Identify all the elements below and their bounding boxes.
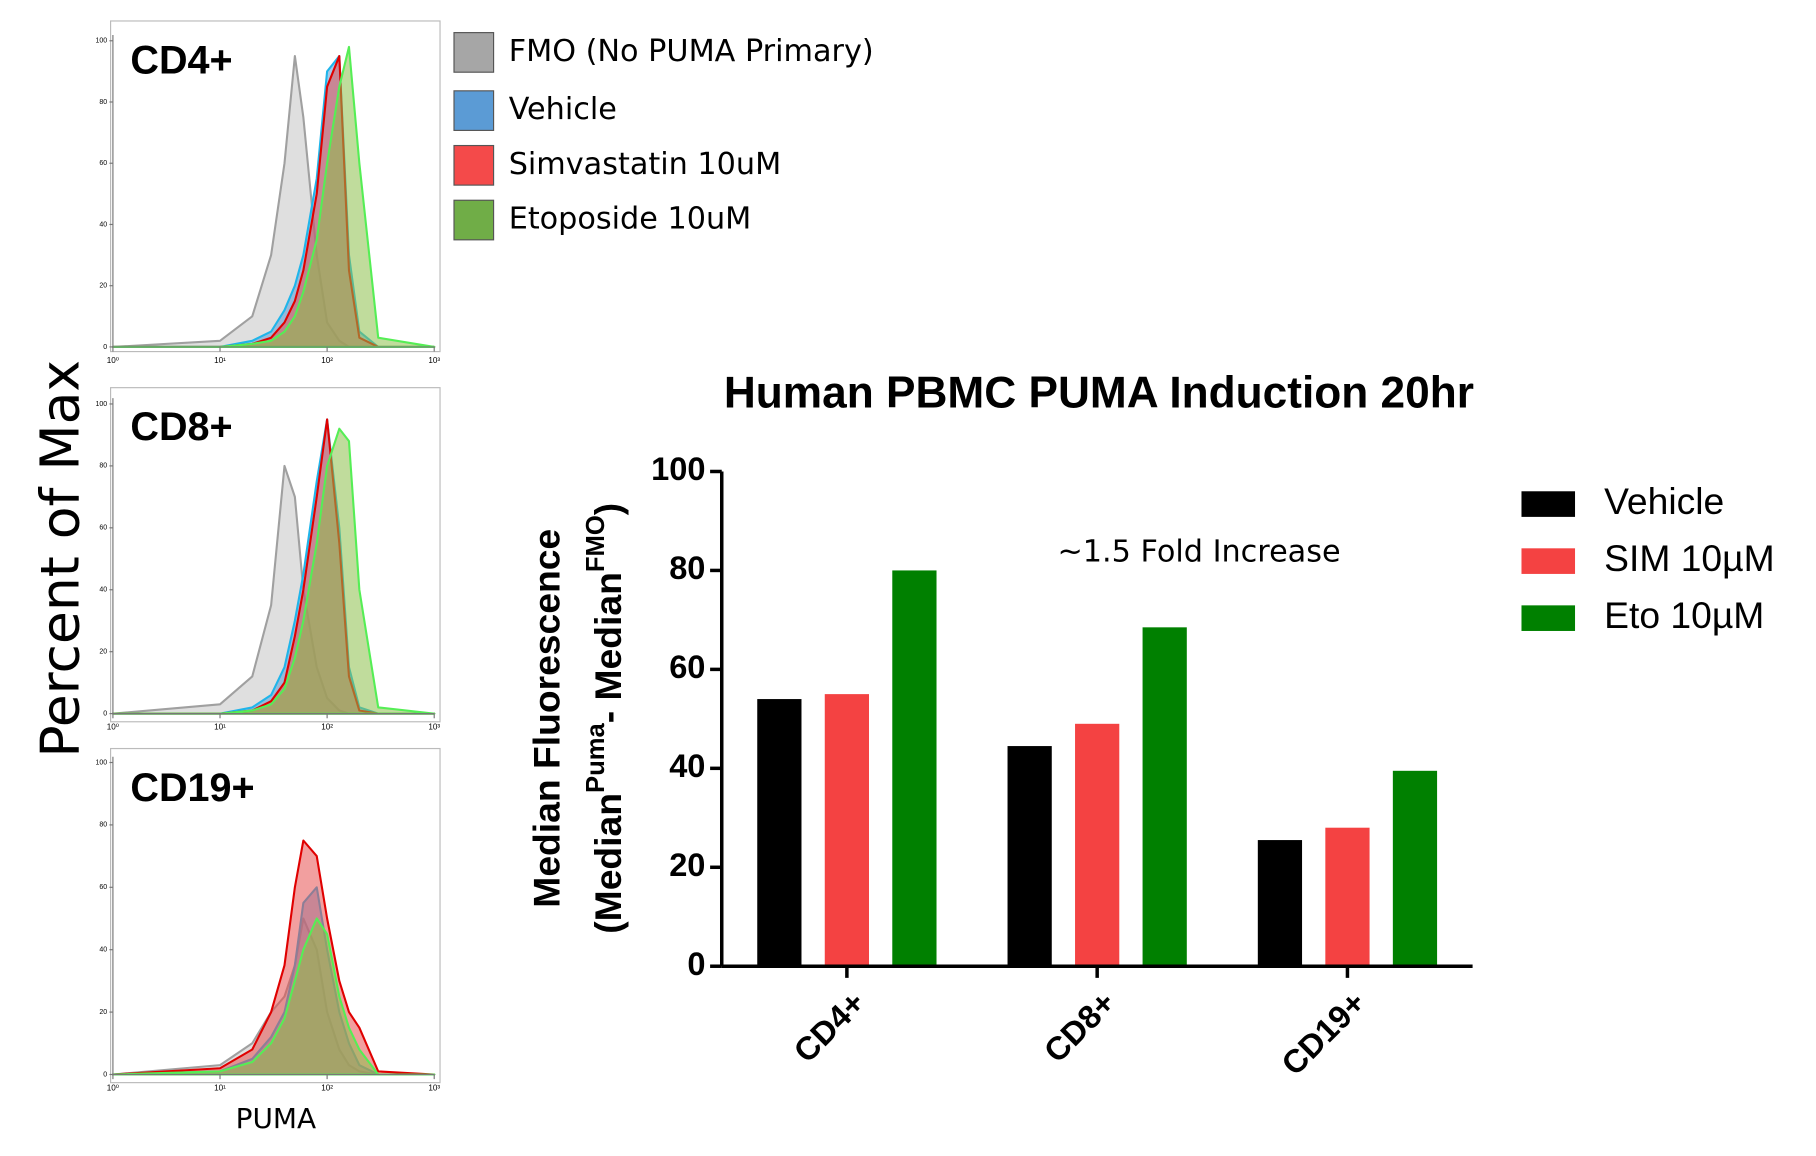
legend-swatch <box>1521 491 1576 517</box>
bar <box>892 570 937 967</box>
y-label-part: (Median <box>587 793 629 934</box>
y-tick-label: 60 <box>99 160 107 167</box>
x-tick-label: CD8+ <box>1036 984 1122 1070</box>
panel-title: CD19+ <box>130 766 254 810</box>
chart-title: Human PBMC PUMA Induction 20hr <box>724 369 1474 418</box>
x-tick-label: 10¹ <box>214 1084 226 1093</box>
x-tick-label: CD4+ <box>786 984 872 1070</box>
y-tick-label: 20 <box>99 649 107 656</box>
x-tick-label: 10¹ <box>214 356 226 365</box>
y-tick-label: 100 <box>651 450 705 487</box>
y-tick-label: 80 <box>99 463 107 470</box>
histogram-area <box>111 839 436 1076</box>
x-tick-label: 10⁰ <box>107 723 119 732</box>
legend-swatch <box>453 90 495 131</box>
y-tick-label: 20 <box>99 1009 107 1016</box>
bar <box>1075 723 1120 967</box>
y-label: (MedianPuma- MedianFMO) <box>582 503 629 934</box>
y-tick-label: 60 <box>99 884 107 891</box>
histogram-area <box>111 917 436 1076</box>
y-tick-label: 20 <box>669 846 705 883</box>
bar <box>1392 770 1438 967</box>
legend-label: Eto 10µM <box>1604 594 1764 636</box>
bar <box>1007 746 1052 967</box>
legend-label: SIM 10µM <box>1604 537 1775 579</box>
legend-swatch <box>1521 548 1576 574</box>
y-tick-label: 100 <box>95 38 107 45</box>
legend-swatch <box>453 144 495 186</box>
y-label-part: Puma <box>582 722 610 792</box>
bar <box>1325 827 1370 967</box>
y-tick-label: 80 <box>669 549 705 586</box>
x-tick-label: 10² <box>321 723 333 732</box>
histogram-area <box>111 427 436 715</box>
y-tick-label: 0 <box>103 1071 107 1078</box>
legend-swatch <box>453 32 495 73</box>
shared-y-label: Percent of Max <box>29 360 92 758</box>
legend-label: Vehicle <box>509 92 617 127</box>
y-tick-label: 80 <box>99 822 107 829</box>
x-tick-label: 10⁰ <box>107 356 119 365</box>
x-tick-label: 10² <box>321 1084 333 1093</box>
y-tick-label: 60 <box>669 648 705 685</box>
x-tick-label: 10¹ <box>214 723 226 732</box>
legend-label: Etoposide 10uM <box>509 202 752 237</box>
histogram-area <box>111 45 436 348</box>
y-tick-label: 40 <box>99 221 107 228</box>
y-tick-label: 100 <box>95 759 107 766</box>
x-tick-label: 10⁰ <box>107 1084 119 1093</box>
x-tick-label: 10² <box>321 356 333 365</box>
y-label-part: ) <box>587 503 629 515</box>
y-tick-label: 40 <box>99 947 107 954</box>
y-tick-label: 80 <box>99 99 107 106</box>
y-tick-label: 40 <box>669 747 705 784</box>
y-tick-label: 20 <box>99 283 107 290</box>
annotation: ~1.5 Fold Increase <box>1057 534 1340 569</box>
y-tick-label: 60 <box>99 525 107 532</box>
y-tick-label: 0 <box>103 344 107 351</box>
bar <box>1257 840 1303 967</box>
x-tick-label: CD19+ <box>1274 984 1373 1083</box>
x-tick-label: 10³ <box>428 1084 440 1093</box>
y-tick-label: 0 <box>103 710 107 717</box>
legend-label: Vehicle <box>1604 480 1724 522</box>
y-label: Median Fluorescence <box>525 529 567 908</box>
x-tick-label: 10³ <box>428 356 440 365</box>
panel-title: CD8+ <box>130 405 232 449</box>
legend-label: FMO (No PUMA Primary) <box>509 34 874 69</box>
panel-title: CD4+ <box>130 38 232 82</box>
bar <box>757 699 802 967</box>
bar <box>1142 627 1187 967</box>
shared-x-label: PUMA <box>236 1102 316 1135</box>
y-tick-label: 40 <box>99 587 107 594</box>
y-tick-label: 100 <box>95 401 107 408</box>
y-label-part: FMO <box>582 515 610 572</box>
bar <box>824 694 870 967</box>
legend-swatch <box>453 199 495 241</box>
legend-swatch <box>1521 605 1576 631</box>
y-tick-label: 0 <box>687 945 705 982</box>
x-tick-label: 10³ <box>428 723 440 732</box>
y-label-part: - Median <box>587 572 629 723</box>
legend-label: Simvastatin 10uM <box>509 147 782 182</box>
